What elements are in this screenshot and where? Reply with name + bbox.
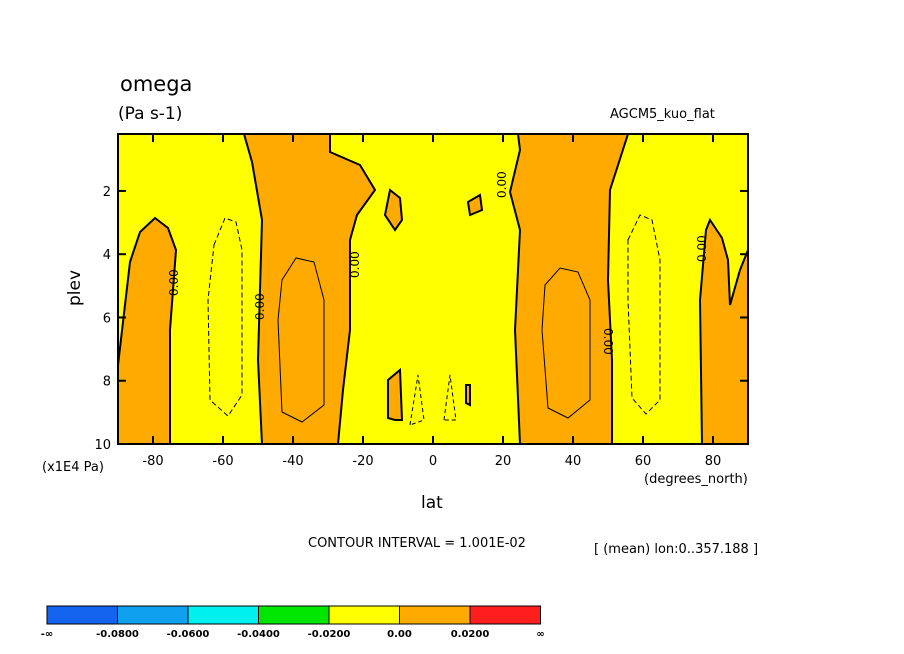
- region-positive-sh-mid: [242, 133, 377, 445]
- region-positive-sh-polar: [117, 216, 178, 445]
- region-positive-cell-1: [383, 188, 404, 232]
- chart-title: omega: [120, 72, 192, 96]
- x-tick-label: 40: [565, 454, 582, 469]
- contour-label: 0.00: [695, 235, 709, 262]
- y-unit-label: (x1E4 Pa): [42, 460, 104, 475]
- x-tick-label: 0: [429, 454, 437, 469]
- colorbar-swatch: [258, 605, 330, 625]
- x-tick-label: -40: [282, 454, 303, 469]
- contour-negative-eq-1: [409, 374, 425, 426]
- contour-label: 0.00: [495, 171, 509, 198]
- x-axis: -80 -60 -40 -20 0 20 40 60 80: [142, 134, 721, 469]
- y-tick-label: 6: [103, 311, 111, 326]
- colorbar-label: -0.0600: [167, 629, 210, 640]
- contour-label: 0.00: [167, 269, 181, 296]
- y-tick-label: 10: [94, 438, 111, 453]
- colorbar-label: -0.0200: [308, 629, 351, 640]
- colorbar-swatch: [117, 605, 189, 625]
- colorbar-label: 0.00: [387, 629, 412, 640]
- colorbar-label: 0.0200: [451, 629, 490, 640]
- colorbar-swatch: [46, 605, 118, 625]
- colorbar-swatch: [328, 605, 400, 625]
- x-tick-label: -60: [212, 454, 233, 469]
- region-positive-cell-2: [466, 193, 484, 217]
- colorbar-swatch: [187, 605, 259, 625]
- contour-positive-sh: [277, 257, 325, 423]
- x-tick-label: 20: [495, 454, 512, 469]
- x-tick-label: 60: [635, 454, 652, 469]
- colorbar-label: -0.0400: [237, 629, 280, 640]
- contour-negative-nh: [627, 214, 661, 415]
- contour-label: 0.00: [253, 293, 267, 320]
- contour-negative-eq-2: [443, 374, 457, 421]
- colorbar-label: ∞: [536, 629, 544, 640]
- dataset-label: AGCM5_kuo_flat: [610, 107, 715, 122]
- region-positive-cell-4: [465, 384, 471, 407]
- colorbar-label: -0.0800: [96, 629, 139, 640]
- x-tick-label: 80: [705, 454, 722, 469]
- contour-positive-nh: [541, 267, 591, 419]
- x-tick-label: -20: [352, 454, 373, 469]
- x-tick-label: -80: [142, 454, 163, 469]
- plot-area: 0.00 0.00 0.00 0.00 0.00 0.00: [117, 133, 749, 445]
- x-unit-label: (degrees_north): [644, 472, 748, 487]
- y-axis: 2 4 6 8 10: [94, 185, 748, 453]
- plot-background: [118, 134, 748, 444]
- colorbar-swatch: [469, 605, 541, 625]
- y-axis-title: plev: [65, 270, 85, 306]
- colorbar-label: -∞: [41, 629, 53, 640]
- chart-units: (Pa s-1): [118, 104, 182, 124]
- contour-label: 0.00: [601, 328, 615, 355]
- region-positive-cell-3: [387, 367, 404, 421]
- y-tick-label: 2: [103, 185, 111, 200]
- colorbar: -∞ -0.0800 -0.0600 -0.0400 -0.0200 0.00 0.0200…: [41, 605, 545, 640]
- contour-interval: CONTOUR INTERVAL = 1.001E-02: [308, 536, 526, 551]
- y-tick-label: 8: [103, 375, 111, 390]
- colorbar-swatch: [399, 605, 471, 625]
- contour-negative-sh: [207, 217, 243, 417]
- contour-label: 0.00: [348, 251, 362, 278]
- x-axis-title: lat: [421, 493, 443, 513]
- mean-note: [ (mean) lon:0..357.188 ]: [594, 542, 758, 557]
- y-tick-label: 4: [103, 248, 111, 263]
